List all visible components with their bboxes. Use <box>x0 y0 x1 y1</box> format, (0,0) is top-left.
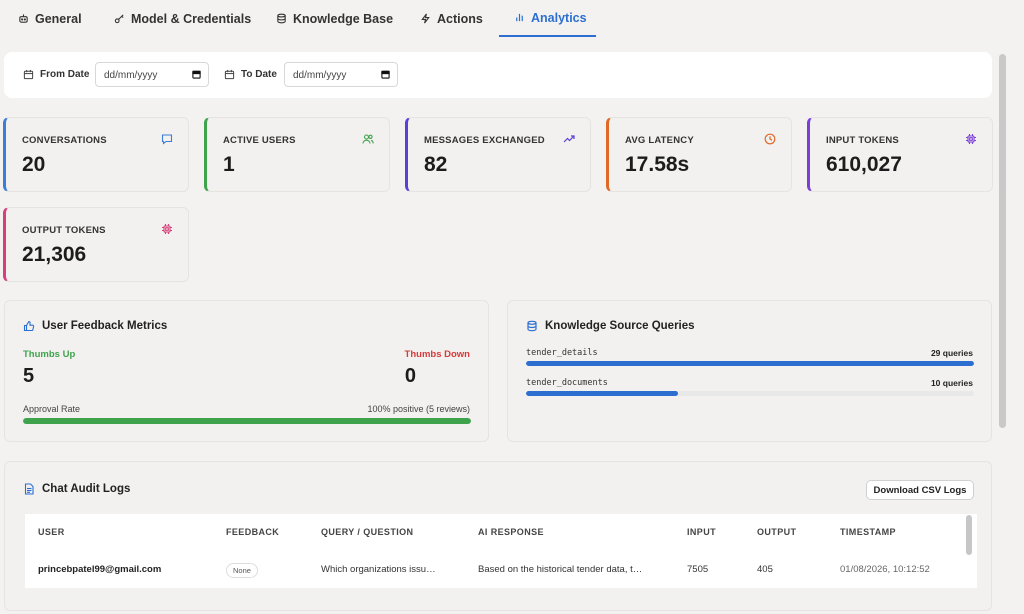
column-header: FEEDBACK <box>226 527 280 537</box>
column-header: AI RESPONSE <box>478 527 544 537</box>
stat-value: 610,027 <box>826 153 902 176</box>
cell-input: 7505 <box>687 564 709 575</box>
source-name: tender_documents <box>526 378 608 388</box>
column-header: INPUT <box>687 527 716 537</box>
audit-logs-panel: Chat Audit Logs Download CSV Logs USER F… <box>4 461 992 611</box>
stat-label: AVG LATENCY <box>625 135 694 146</box>
document-icon <box>24 483 34 495</box>
stat-value: 1 <box>223 153 235 176</box>
knowledge-title: Knowledge Source Queries <box>526 320 695 332</box>
stat-card-input-tokens: INPUT TOKENS 610,027 <box>807 117 993 192</box>
tab-label: Analytics <box>531 10 587 25</box>
source-count: 10 queries <box>930 378 973 388</box>
clock-icon <box>764 133 776 145</box>
thumbs-up-count: 5 <box>23 365 35 387</box>
tab-actions[interactable]: Actions <box>420 0 483 37</box>
source-bar-fill <box>526 391 679 396</box>
knowledge-source-panel: Knowledge Source Queries tender_details … <box>507 300 992 442</box>
database-icon <box>277 13 286 24</box>
stat-card-avg-latency: AVG LATENCY 17.58s <box>606 117 792 192</box>
feedback-badge: None <box>226 563 258 578</box>
cell-output: 405 <box>757 564 773 575</box>
stat-label: ACTIVE USERS <box>223 135 296 146</box>
stat-label: INPUT TOKENS <box>826 135 899 146</box>
column-header: TIMESTAMP <box>840 527 896 537</box>
tab-knowledge-base[interactable]: Knowledge Base <box>276 0 393 37</box>
stat-value: 21,306 <box>22 243 87 266</box>
tab-label: General <box>35 11 82 26</box>
table-scrollbar[interactable] <box>966 515 972 555</box>
page-scrollbar[interactable] <box>999 54 1006 428</box>
source-bar <box>526 361 974 366</box>
stat-label: CONVERSATIONS <box>22 135 107 146</box>
source-bar-fill <box>526 361 974 366</box>
from-date-input[interactable]: dd/mm/yyyy <box>95 62 209 87</box>
source-count: 29 queries <box>930 348 973 358</box>
trend-up-icon <box>563 135 575 143</box>
calendar-picker-icon[interactable] <box>192 70 201 79</box>
thumbs-up-icon <box>23 320 35 332</box>
thumbs-down-count: 0 <box>404 365 416 387</box>
cell-timestamp: 01/08/2026, 10:12:52 <box>840 564 930 575</box>
users-icon <box>362 134 374 144</box>
tab-bar: General Model & Credentials Knowledge Ba… <box>0 0 1000 37</box>
feedback-title: User Feedback Metrics <box>23 320 167 332</box>
tab-label: Knowledge Base <box>293 11 394 26</box>
audit-table: USER FEEDBACK QUERY / QUESTION AI RESPON… <box>25 514 977 588</box>
stat-card-conversations: CONVERSATIONS 20 <box>3 117 189 192</box>
chip-icon <box>966 134 976 144</box>
stat-value: 17.58s <box>625 153 690 176</box>
column-header: OUTPUT <box>757 527 797 537</box>
chip-icon <box>162 224 172 234</box>
thumbs-down-label: Thumbs Down <box>404 349 470 360</box>
message-icon <box>161 134 173 145</box>
bot-icon <box>19 14 28 23</box>
to-date-input[interactable]: dd/mm/yyyy <box>284 62 398 87</box>
column-header: QUERY / QUESTION <box>321 527 414 537</box>
approval-rate-text: 100% positive (5 reviews) <box>367 404 470 414</box>
database-icon <box>527 320 537 332</box>
key-icon <box>114 14 124 24</box>
calendar-icon <box>224 69 235 80</box>
calendar-picker-icon[interactable] <box>381 70 390 79</box>
calendar-icon <box>23 69 34 80</box>
source-name: tender_details <box>526 348 598 358</box>
stat-card-messages-exchanged: MESSAGES EXCHANGED 82 <box>405 117 591 192</box>
thumbs-up-label: Thumbs Up <box>23 349 76 360</box>
stat-value: 82 <box>424 153 448 176</box>
approval-bar <box>23 418 471 424</box>
tab-label: Model & Credentials <box>131 11 252 26</box>
date-filter-bar: From Date dd/mm/yyyy To Date dd/mm/yyyy <box>4 52 992 98</box>
stat-card-output-tokens: OUTPUT TOKENS 21,306 <box>3 207 189 282</box>
bar-chart-icon <box>516 13 523 22</box>
stat-value: 20 <box>22 153 46 176</box>
stat-label: MESSAGES EXCHANGED <box>424 135 545 146</box>
cell-user: princebpatel99@gmail.com <box>38 564 162 575</box>
tab-label: Actions <box>437 11 483 26</box>
tab-model-credentials[interactable]: Model & Credentials <box>114 0 251 37</box>
from-date-label: From Date <box>23 69 89 80</box>
tab-general[interactable]: General <box>18 0 82 37</box>
stat-card-active-users: ACTIVE USERS 1 <box>204 117 390 192</box>
download-csv-button[interactable]: Download CSV Logs <box>866 480 974 500</box>
cell-response: Based on the historical tender data, t… <box>478 564 643 575</box>
feedback-panel: User Feedback Metrics Thumbs Up 5 Thumbs… <box>4 300 489 442</box>
column-header: USER <box>38 527 65 537</box>
stat-label: OUTPUT TOKENS <box>22 225 106 236</box>
tab-analytics[interactable]: Analytics <box>499 0 596 37</box>
cell-query: Which organizations issu… <box>321 564 436 575</box>
approval-bar-fill <box>23 418 471 424</box>
to-date-label: To Date <box>224 69 277 80</box>
source-bar <box>526 391 974 396</box>
lightning-icon <box>421 13 430 24</box>
approval-rate-label: Approval Rate <box>23 404 81 414</box>
audit-title: Chat Audit Logs <box>23 483 130 495</box>
